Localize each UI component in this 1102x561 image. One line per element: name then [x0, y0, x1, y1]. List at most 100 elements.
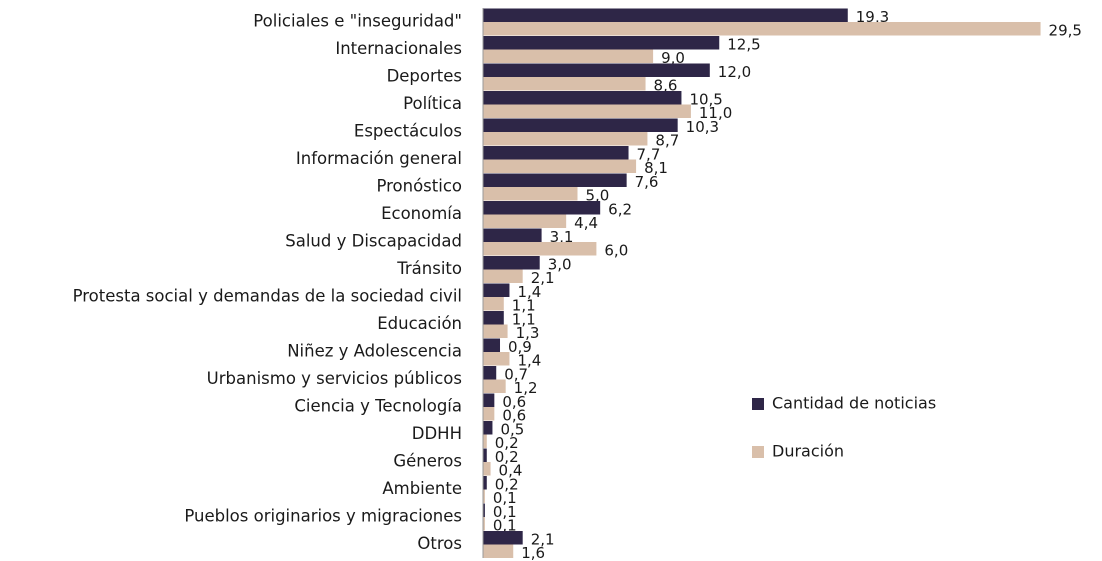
value-label: 2,1 — [531, 530, 555, 548]
category-label: Otros — [417, 534, 462, 553]
bar — [483, 91, 682, 105]
value-label: 0,1 — [493, 516, 517, 534]
category-label: Pronóstico — [376, 176, 462, 195]
bar — [483, 489, 485, 503]
bar — [483, 104, 691, 118]
value-label: 3,1 — [550, 228, 574, 246]
category-label: Ciencia y Tecnología — [294, 396, 462, 415]
category-label: Deportes — [387, 66, 462, 85]
bar — [483, 22, 1041, 36]
value-label: 0,6 — [502, 406, 526, 424]
value-label: 1,2 — [514, 379, 538, 397]
legend-label: Duración — [772, 442, 844, 461]
bar — [483, 214, 567, 228]
category-label: Información general — [296, 149, 462, 168]
category-label: Urbanismo y servicios públicos — [207, 369, 462, 388]
bar — [483, 434, 487, 448]
bar — [483, 63, 710, 77]
bar — [483, 173, 627, 187]
bar — [483, 201, 601, 215]
value-label: 8,7 — [655, 131, 679, 149]
bar — [483, 421, 493, 435]
bar — [483, 531, 523, 545]
category-label: Ambiente — [382, 479, 462, 498]
value-label: 10,5 — [689, 90, 722, 108]
bar — [483, 352, 510, 366]
bar — [483, 311, 504, 325]
bar — [483, 338, 501, 352]
bar — [483, 324, 508, 338]
bar — [483, 297, 504, 311]
bar — [483, 269, 523, 283]
value-label: 1,4 — [517, 283, 541, 301]
category-label: Pueblos originarios y migraciones — [184, 506, 462, 525]
value-label: 0,6 — [502, 393, 526, 411]
bar — [483, 8, 848, 22]
category-label: Espectáculos — [354, 121, 462, 140]
value-label: 1,1 — [512, 296, 536, 314]
value-label: 0,1 — [493, 503, 517, 521]
value-label: 0,7 — [504, 365, 528, 383]
bar — [483, 283, 510, 297]
category-label: Educación — [377, 314, 462, 333]
value-label: 12,5 — [727, 35, 760, 53]
value-label: 7,7 — [637, 145, 661, 163]
value-label: 5,0 — [586, 186, 610, 204]
bar — [483, 49, 654, 63]
value-label: 0,9 — [508, 338, 532, 356]
category-label: Policiales e "inseguridad" — [253, 11, 462, 30]
category-label: Niñez y Adolescencia — [287, 341, 462, 360]
bar — [483, 544, 514, 558]
category-label: Salud y Discapacidad — [285, 231, 462, 250]
value-label: 11,0 — [699, 104, 732, 122]
value-label: 7,6 — [635, 173, 659, 191]
bar — [483, 393, 495, 407]
legend-label: Cantidad de noticias — [772, 394, 936, 413]
bar — [483, 448, 487, 462]
bar — [483, 503, 485, 517]
category-label: Política — [403, 94, 462, 113]
bar — [483, 517, 485, 531]
value-label: 4,4 — [574, 214, 598, 232]
bar — [483, 242, 597, 256]
value-label: 1,1 — [512, 310, 536, 328]
value-label: 29,5 — [1049, 21, 1082, 39]
bar — [483, 77, 646, 91]
bar — [483, 256, 540, 270]
bar — [483, 132, 648, 146]
bar — [483, 476, 487, 490]
value-label: 0,4 — [499, 461, 523, 479]
category-label: Economía — [381, 204, 462, 223]
category-label: Protesta social y demandas de la socieda… — [73, 286, 462, 305]
value-label: 8,1 — [644, 159, 668, 177]
bar — [483, 36, 720, 50]
legend-swatch — [752, 398, 764, 410]
value-label: 6,2 — [608, 200, 632, 218]
value-label: 0,2 — [495, 434, 519, 452]
category-label: Tránsito — [396, 259, 462, 278]
value-label: 0,5 — [500, 420, 524, 438]
bar — [483, 146, 629, 160]
value-label: 0,2 — [495, 448, 519, 466]
bar — [483, 159, 637, 173]
bar — [483, 118, 678, 132]
value-label: 1,3 — [516, 324, 540, 342]
value-label: 3,0 — [548, 255, 572, 273]
value-label: 9,0 — [661, 49, 685, 67]
value-label: 1,6 — [521, 544, 545, 561]
value-label: 6,0 — [604, 241, 628, 259]
bar — [483, 228, 542, 242]
value-label: 1,4 — [517, 351, 541, 369]
value-label: 12,0 — [718, 63, 751, 81]
category-label: DDHH — [412, 424, 462, 443]
value-label: 10,3 — [686, 118, 719, 136]
value-label: 0,1 — [493, 489, 517, 507]
bar — [483, 379, 506, 393]
bar — [483, 187, 578, 201]
value-label: 8,6 — [654, 76, 678, 94]
bar — [483, 462, 491, 476]
category-label: Géneros — [393, 451, 462, 470]
category-label: Internacionales — [335, 39, 462, 58]
value-label: 19,3 — [856, 8, 889, 26]
